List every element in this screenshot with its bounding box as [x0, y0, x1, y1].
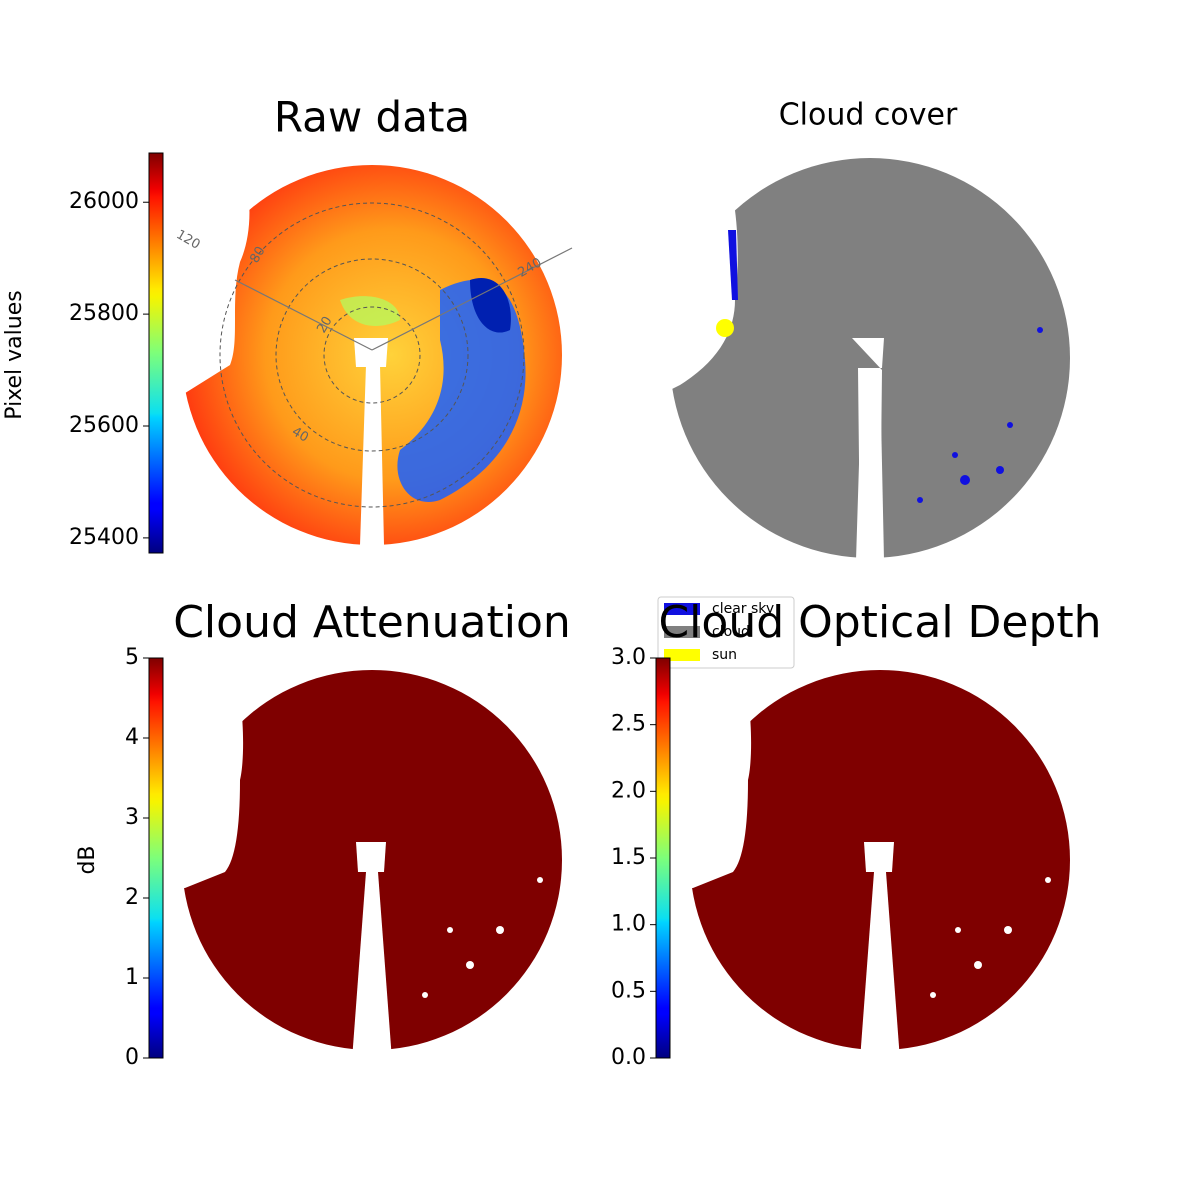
colorbar — [655, 657, 671, 1059]
colorbar — [148, 657, 164, 1059]
colorbar-tick-label: 5 — [125, 645, 139, 670]
legend-label: cloud — [712, 624, 750, 640]
colorbar-tick-label: 0.0 — [611, 1045, 646, 1070]
colorbar-tick-label: 2 — [125, 885, 139, 910]
legend-label: sun — [712, 647, 737, 663]
chart-title: Cloud Attenuation — [173, 597, 571, 648]
colorbar-tick-label: 1.5 — [611, 845, 646, 870]
colorbar-tick-label: 1 — [125, 965, 139, 990]
legend: clear sky cloud sun — [657, 596, 795, 669]
legend-label: clear sky — [712, 601, 774, 617]
raw-image — [170, 160, 573, 545]
colorbar-label: dB — [75, 845, 100, 874]
legend-swatch — [664, 626, 700, 638]
colorbar-tick-label: 0 — [125, 1045, 139, 1070]
colorbar-tick-label: 25600 — [69, 413, 139, 438]
legend-swatch — [664, 649, 700, 661]
colorbar-tick-label: 4 — [125, 725, 139, 750]
cloud-cover-image — [660, 150, 1070, 560]
polar-label: 80 — [247, 244, 268, 266]
attenuation-image — [170, 660, 562, 1060]
legend-swatch — [664, 603, 700, 615]
colorbar-tick-label: 2.5 — [611, 712, 646, 737]
colorbar-tick-label: 0.5 — [611, 978, 646, 1003]
colorbar-tick-label: 25800 — [69, 301, 139, 326]
colorbar-tick-label: 2.0 — [611, 778, 646, 803]
polar-label: 20 — [314, 314, 335, 336]
colorbar-tick-label: 1.0 — [611, 912, 646, 937]
optical-depth-image — [678, 660, 1070, 1060]
colorbar-tick-label: 25400 — [69, 525, 139, 550]
colorbar-label: Pixel values — [2, 290, 27, 419]
chart-title: Cloud cover — [779, 98, 958, 133]
colorbar-tick-label: 3.0 — [611, 645, 646, 670]
polar-label: 40 — [289, 424, 311, 445]
chart-title: Raw data — [274, 93, 470, 142]
chart-title: Cloud Optical Depth — [658, 597, 1101, 648]
colorbar-tick-label: 3 — [125, 805, 139, 830]
colorbar-tick-label: 26000 — [69, 189, 139, 214]
colorbar — [148, 152, 164, 554]
